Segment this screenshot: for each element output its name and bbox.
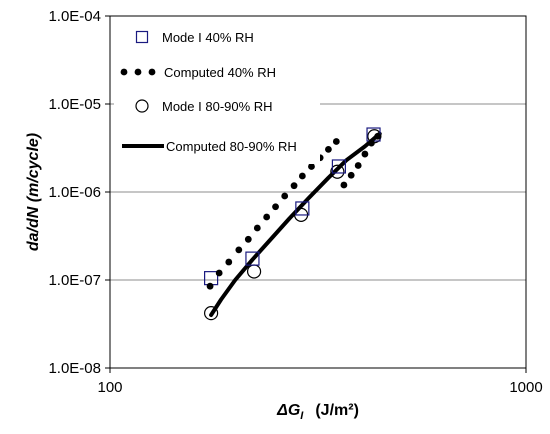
x-axis-title-unit: (J/m²)	[315, 402, 359, 419]
y-tick-labels: 1.0E-08 1.0E-07 1.0E-06 1.0E-05 1.0E-04	[48, 8, 101, 377]
data-point-computed-40-rh	[290, 182, 298, 190]
data-point-computed-40-rh	[340, 181, 348, 189]
y-tick-label: 1.0E-08	[48, 360, 101, 377]
data-point-computed-40-rh	[347, 171, 355, 179]
legend-label: Computed 40% RH	[164, 65, 276, 80]
data-point-mode-i-80-90-rh	[246, 264, 262, 279]
data-point-computed-40-rh	[253, 224, 261, 232]
data-point-computed-40-rh	[281, 192, 289, 200]
y-tick-label: 1.0E-04	[48, 8, 101, 25]
data-point-computed-40-rh	[244, 235, 252, 243]
data-point-computed-40-rh	[225, 258, 233, 266]
x-tick-label: 1000	[509, 379, 542, 396]
data-point-mode-i-40-rh	[245, 251, 260, 266]
legend-marker-dot	[120, 68, 128, 76]
legend-marker-circle	[135, 99, 149, 113]
x-axis-title: ΔGI (J/m²)	[276, 402, 359, 422]
data-point-computed-40-rh	[272, 203, 279, 211]
data-point-mode-i-40-rh	[295, 201, 310, 216]
series-line-computed-80-90-rh	[209, 131, 382, 317]
data-point-computed-40-rh	[368, 139, 375, 147]
data-point-computed-40-rh	[332, 138, 340, 145]
data-point-computed-40-rh	[215, 269, 223, 277]
y-axis-title: da/dN (m/cycle)	[25, 133, 42, 251]
data-point-computed-40-rh	[361, 150, 369, 158]
x-axis-title-symbol: ΔG	[276, 402, 300, 419]
data-point-mode-i-40-rh	[331, 159, 346, 174]
x-axis-title-subscript: I	[300, 410, 304, 422]
legend-label: Mode I 40% RH	[162, 30, 254, 45]
y-tick-label: 1.0E-07	[48, 272, 101, 289]
x-tick-label: 100	[97, 379, 122, 396]
data-point-computed-40-rh	[354, 162, 362, 169]
x-tick-labels: 100 1000	[97, 379, 542, 396]
data-point-computed-40-rh	[325, 145, 332, 153]
legend-label: Computed 80-90% RH	[166, 139, 297, 154]
legend-marker-square	[135, 30, 149, 44]
legend-label: Mode I 80-90% RH	[162, 99, 273, 114]
data-point-computed-40-rh	[263, 213, 271, 221]
y-tick-label: 1.0E-06	[48, 184, 101, 201]
data-point-computed-40-rh	[298, 172, 306, 180]
legend: Mode I 40% RH Computed 40% RH Mode I 80-90…	[114, 22, 320, 164]
y-tick-label: 1.0E-05	[48, 96, 101, 113]
data-point-computed-40-rh	[235, 246, 243, 254]
legend-background	[114, 22, 320, 164]
legend-marker-dot	[148, 68, 156, 76]
data-point-computed-40-rh	[308, 163, 315, 170]
plot-area-frame	[109, 15, 527, 369]
data-point-computed-40-rh	[206, 282, 214, 290]
data-point-computed-40-rh	[374, 132, 382, 140]
legend-marker-dot	[134, 68, 142, 76]
series-layer	[204, 127, 382, 321]
